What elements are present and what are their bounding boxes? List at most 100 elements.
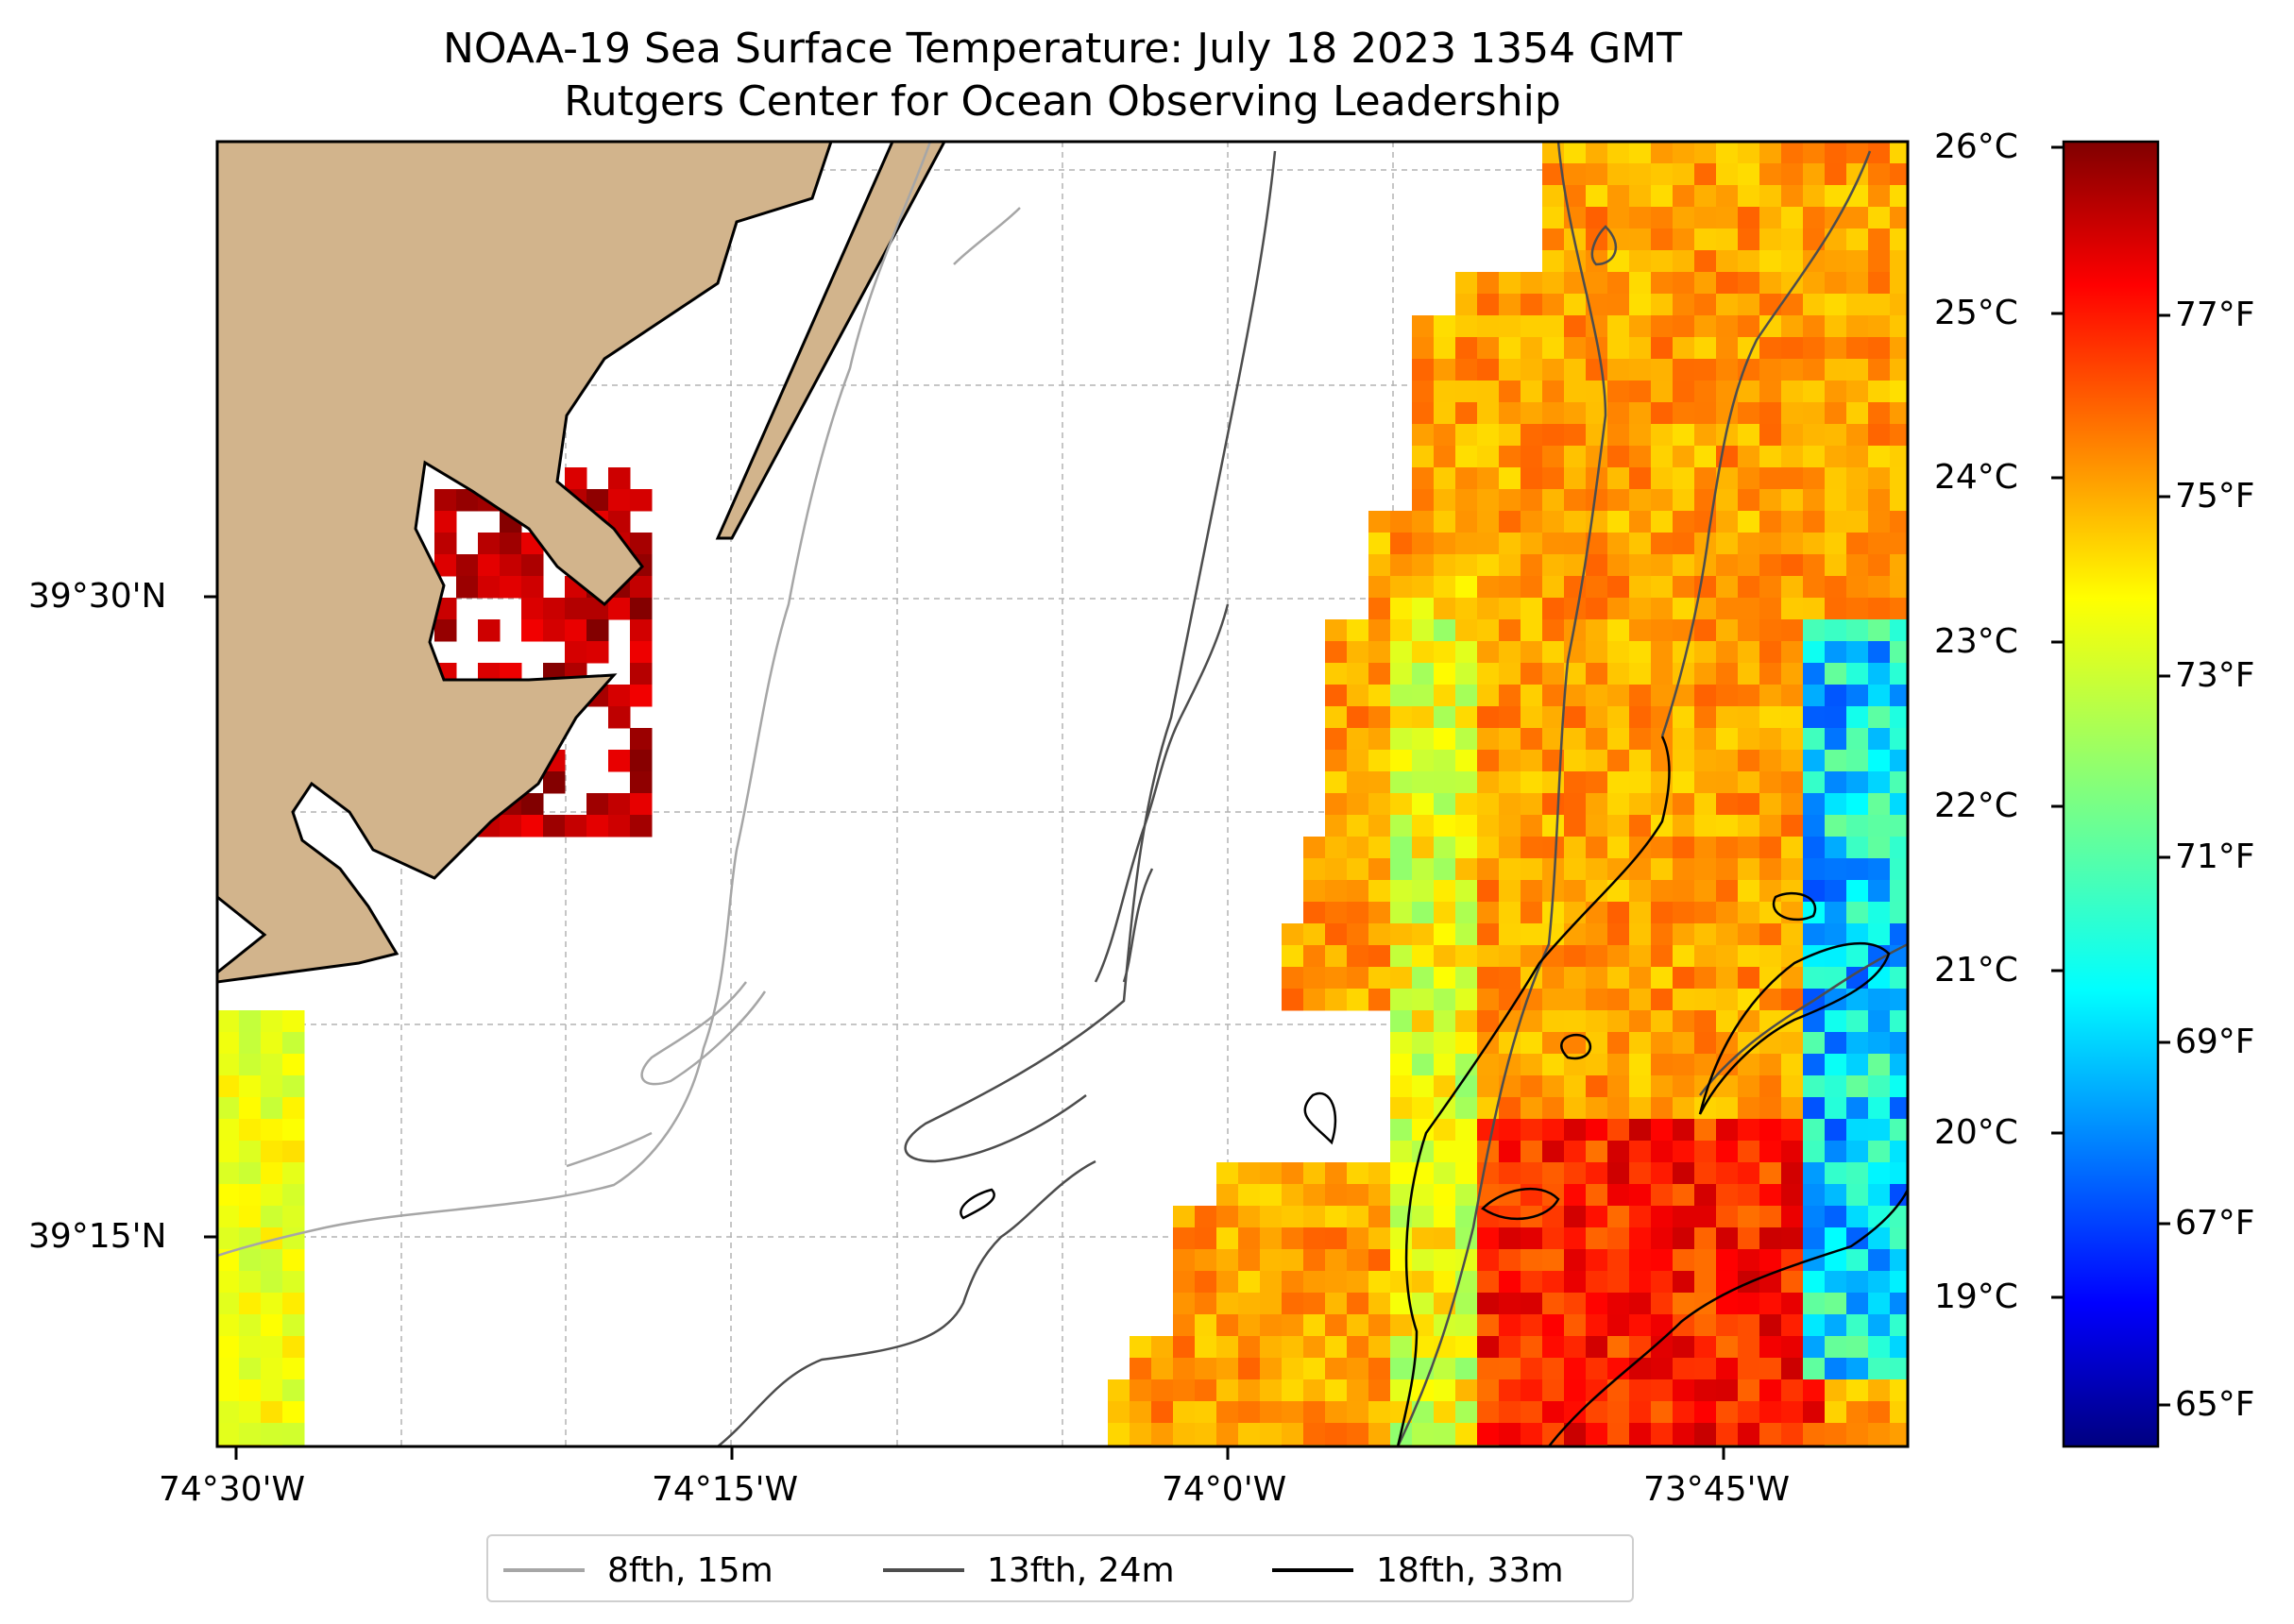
sst-cell [1694, 576, 1717, 599]
sst-cell [1868, 685, 1891, 707]
sst-cell [1738, 1401, 1760, 1424]
sst-cell [1651, 641, 1674, 664]
sst-cell [434, 619, 457, 642]
sst-cell [1325, 880, 1348, 903]
sst-cell [1890, 185, 1908, 208]
sst-cell [1521, 1141, 1543, 1163]
sst-cell [1694, 1184, 1717, 1207]
sst-cell [1521, 945, 1543, 968]
sst-cell [1738, 142, 1760, 164]
sst-cell [1846, 858, 1869, 881]
sst-cell [1825, 554, 1847, 577]
sst-cell [1477, 337, 1500, 360]
sst-cell [1846, 272, 1869, 295]
sst-cell [1412, 598, 1435, 620]
sst-cell [1564, 815, 1587, 837]
sst-cell [1673, 1097, 1695, 1120]
sst-cell [1130, 1379, 1152, 1402]
sst-cell [1173, 1227, 1196, 1250]
sst-cell [1521, 1010, 1543, 1033]
sst-cell [1390, 837, 1413, 859]
legend-item-8fth: 8fth, 15m [503, 1536, 773, 1604]
sst-cell [1521, 1271, 1543, 1294]
sst-cell [1607, 1162, 1630, 1185]
sst-cell [1673, 1184, 1695, 1207]
sst-cell [1803, 511, 1826, 533]
sst-cell [1629, 489, 1652, 512]
sst-cell [1629, 837, 1652, 859]
sst-cell [1738, 1162, 1760, 1185]
sst-cell [1303, 1379, 1326, 1402]
sst-cell [1759, 750, 1782, 772]
sst-cell [1781, 467, 1804, 490]
sst-cell [1803, 359, 1826, 381]
sst-cell [282, 1271, 305, 1294]
sst-cell [1173, 1314, 1196, 1337]
sst-cell [1738, 619, 1760, 642]
sst-cell [630, 641, 653, 664]
sst-cell [521, 793, 544, 816]
sst-cell [1825, 185, 1847, 208]
sst-cell [1868, 142, 1891, 164]
sst-cell [1564, 706, 1587, 729]
sst-cell [1542, 619, 1565, 642]
sst-cell [1195, 1227, 1217, 1250]
sst-cell [1390, 923, 1413, 946]
sst-cell [1694, 598, 1717, 620]
sst-cell [1564, 424, 1587, 447]
sst-cell [1694, 402, 1717, 425]
sst-cell [1325, 793, 1348, 816]
sst-cell [1803, 685, 1826, 707]
sst-cell [261, 1075, 283, 1098]
sst-cell [1694, 381, 1717, 403]
sst-cell [1716, 1162, 1739, 1185]
sst-cell [1846, 402, 1869, 425]
sst-cell [1738, 402, 1760, 425]
sst-cell [1716, 272, 1739, 295]
sst-cell [1412, 641, 1435, 664]
sst-cell [1303, 1162, 1326, 1185]
sst-cell [1586, 989, 1608, 1011]
sst-cell [1455, 1097, 1478, 1120]
sst-cell [1825, 902, 1847, 924]
sst-cell [1586, 359, 1608, 381]
sst-cell [1521, 1097, 1543, 1120]
sst-cell [1412, 1206, 1435, 1228]
sst-cell [1846, 923, 1869, 946]
sst-cell [1716, 880, 1739, 903]
sst-cell [1586, 1423, 1608, 1446]
sst-cell [1195, 1358, 1217, 1380]
sst-cell [1890, 1097, 1908, 1120]
sst-cell [1607, 945, 1630, 968]
sst-cell [1586, 793, 1608, 816]
sst-cell [1803, 663, 1826, 685]
sst-cell [1629, 880, 1652, 903]
sst-cell [1825, 815, 1847, 837]
sst-cell [586, 619, 609, 642]
sst-cell [1651, 1075, 1674, 1098]
sst-cell [1846, 1032, 1869, 1055]
sst-cell [1347, 1445, 1369, 1446]
sst-cell [521, 554, 544, 577]
sst-cell [1607, 598, 1630, 620]
sst-cell [1694, 1010, 1717, 1033]
sst-cell [1629, 771, 1652, 794]
sst-cell [1434, 1358, 1456, 1380]
sst-cell [1607, 1119, 1630, 1142]
sst-cell [1564, 1445, 1587, 1446]
sst-cell [1846, 1162, 1869, 1185]
x-tick-label-3: 74°0'W [1162, 1470, 1287, 1509]
sst-cell [630, 533, 653, 555]
sst-cell [1325, 989, 1348, 1011]
sst-cell [1455, 923, 1478, 946]
sst-cell [1738, 1314, 1760, 1337]
sst-cell [1108, 1445, 1130, 1446]
sst-cell [543, 815, 566, 837]
sst-cell [1521, 641, 1543, 664]
sst-cell [1412, 533, 1435, 555]
sst-cell [1564, 728, 1587, 751]
sst-cell [1586, 1119, 1608, 1142]
sst-cell [1368, 1401, 1391, 1424]
sst-cell [1607, 728, 1630, 751]
